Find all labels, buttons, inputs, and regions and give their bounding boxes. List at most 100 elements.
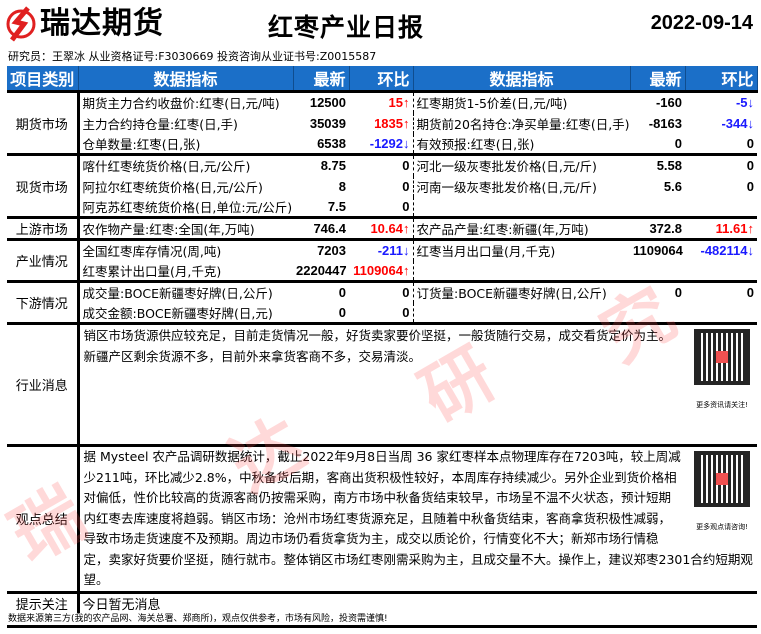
category-cell: 产业情况 — [7, 238, 80, 282]
change-value: 0 — [685, 153, 757, 176]
indicator-name — [413, 197, 630, 218]
news-cell: 更多资讯请关注! 销区市场货源供应较充足，目前走货情况一般，好货卖家要价坚挺，一… — [78, 322, 757, 446]
change-value: 1109064↑ — [349, 260, 414, 282]
col-change-2: 环比 — [685, 66, 758, 92]
latest-value: 1109064 — [630, 238, 685, 261]
latest-value: 12500 — [293, 90, 349, 113]
divider — [7, 625, 757, 628]
latest-value: 372.8 — [630, 216, 685, 240]
latest-value: 0 — [293, 280, 349, 303]
latest-value: 5.58 — [630, 153, 685, 176]
change-value: 10.64↑ — [349, 216, 414, 240]
latest-value: 0 — [630, 280, 685, 303]
indicator-name — [413, 261, 630, 282]
latest-value: 7.5 — [327, 198, 346, 214]
indicator-name: 红枣累计出口量(月,千克) — [82, 263, 222, 279]
latest-value: 5.6 — [663, 178, 682, 194]
indicator-name: 期货前20名持仓:净买单量:红枣(日,手) — [416, 116, 630, 132]
change-value: -482114↓ — [685, 238, 757, 261]
change-value: 0 — [349, 280, 414, 303]
indicator-name: 农作物产量:红枣:全国(年,万吨) — [78, 216, 293, 240]
table-row: 上游市场 农作物产量:红枣:全国(年,万吨) 746.4 10.64↑ 农产品产量:红枣… — [7, 216, 757, 240]
qr-code-icon — [694, 329, 750, 385]
data-table: 项目类别 数据指标 最新 环比 数据指标 最新 环比 期货市场 期货主力合约收盘价… — [7, 66, 758, 613]
change-value: 0 — [349, 302, 414, 324]
category-cell: 现货市场 — [7, 153, 80, 218]
qr-caption: 更多资讯请关注! — [696, 401, 748, 409]
latest-value: 7203 — [293, 238, 349, 261]
latest-value: 8 — [338, 178, 346, 194]
tips-row: 提示关注 今日暂无消息 — [7, 590, 757, 613]
report-title: 红枣产业日报 — [268, 13, 425, 42]
indicator-name: 阿拉尔红枣统货价格(日,元/公斤) — [82, 179, 263, 195]
category-cell: 观点总结 — [7, 444, 80, 592]
change-value: 0 — [349, 175, 414, 197]
indicator-name: 仓单数量:红枣(日,张) — [82, 136, 201, 152]
latest-value: -160 — [630, 90, 685, 113]
tips-text: 今日暂无消息 — [78, 590, 757, 613]
change-value: -211↓ — [349, 238, 414, 261]
latest-value — [630, 303, 685, 324]
col-latest: 最新 — [293, 66, 350, 92]
category-cell: 行业消息 — [7, 322, 80, 446]
latest-value: 746.4 — [293, 216, 349, 240]
indicator-name: 全国红枣库存情况(周,吨) — [78, 238, 293, 261]
col-indicator: 数据指标 — [78, 66, 294, 92]
logo-text: 瑞达期货 — [40, 6, 164, 41]
latest-value: 35039 — [309, 115, 346, 131]
change-value — [685, 261, 757, 282]
table-row: 红枣累计出口量(月,千克) 2220447 1109064↑ — [7, 260, 757, 282]
indicator-name: 红枣期货1-5价差(日,元/吨) — [413, 90, 630, 113]
qr-caption: 更多观点请咨询! — [696, 523, 748, 531]
change-value: 0 — [349, 153, 414, 176]
col-change: 环比 — [349, 66, 414, 92]
indicator-name: 红枣当月出口量(月,千克) — [413, 238, 630, 261]
change-value: -1292↓ — [349, 133, 414, 155]
indicator-name: 订货量:BOCE新疆枣好牌(日,公斤) — [413, 280, 630, 303]
table-row: 下游情况 成交量:BOCE新疆枣好牌(日,公斤) 0 0 订货量:BOCE新疆枣好牌(日… — [7, 280, 757, 324]
change-value: 0 — [746, 135, 754, 151]
table-row: 阿拉尔红枣统货价格(日,元/公斤) 8 0 河南一级灰枣批发价格(日,元/斤) 5.6 0 — [7, 175, 757, 197]
indicator-name — [413, 303, 630, 324]
indicator-name: 成交金额:BOCE新疆枣好牌(日,元) — [82, 305, 273, 321]
category-cell: 上游市场 — [7, 216, 80, 240]
change-value: 11.61↑ — [685, 216, 757, 240]
change-value: 1835↑ — [349, 112, 414, 134]
latest-value: 2220447 — [296, 262, 347, 278]
change-value: 15↑ — [349, 90, 414, 113]
table-row: 阿克苏红枣统货价格(日,单位:元/公斤) 7.5 0 — [7, 196, 757, 218]
qr-code-icon — [694, 451, 750, 507]
latest-value: 0 — [674, 135, 682, 151]
change-value: 0 — [349, 196, 414, 218]
news-row: 行业消息 更多资讯请关注! 销区市场货源供应较充足，目前走货情况一般，好货卖家要… — [7, 322, 757, 446]
news-text: 销区市场货源供应较充足，目前走货情况一般，好货卖家要价坚挺，一般货随行交易，成交… — [83, 328, 672, 364]
latest-value: 0 — [338, 304, 346, 320]
table-row: 期货市场 期货主力合约收盘价:红枣(日,元/吨) 12500 15↑ 红枣期货1-5价差… — [7, 90, 757, 155]
report-date: 2022-09-14 — [650, 12, 753, 34]
qr-code-view: 更多观点请咨询! — [691, 451, 753, 538]
table-row: 产业情况 全国红枣库存情况(周,吨) 7203 -211↓ 红枣当月出口量(月,千克) 1… — [7, 238, 757, 282]
indicator-name: 农产品产量:红枣:新疆(年,万吨) — [413, 216, 630, 240]
view-cell: 更多观点请咨询! 据 Mysteel 农产品调研数据统计，截止2022年9月8日… — [78, 444, 757, 592]
indicator-name: 期货主力合约收盘价:红枣(日,元/吨) — [78, 90, 293, 113]
col-latest-2: 最新 — [630, 66, 686, 92]
indicator-name: 主力合约持仓量:红枣(日,手) — [82, 116, 238, 132]
table-row: 仓单数量:红枣(日,张) 6538 -1292↓ 有效预报:红枣(日,张) 0 0 — [7, 133, 757, 155]
view-text: 据 Mysteel 农产品调研数据统计，截止2022年9月8日当周 36 家红枣… — [83, 449, 753, 587]
latest-value: 8.75 — [293, 153, 349, 176]
table-row: 成交金额:BOCE新疆枣好牌(日,元) 0 0 — [7, 302, 757, 324]
latest-value: -8163 — [648, 115, 682, 131]
category-cell: 下游情况 — [7, 280, 80, 324]
table-header: 项目类别 数据指标 最新 环比 数据指标 最新 环比 — [7, 66, 758, 92]
indicator-name: 成交量:BOCE新疆枣好牌(日,公斤) — [78, 280, 293, 303]
category-cell: 提示关注 — [7, 590, 80, 613]
indicator-name: 有效预报:红枣(日,张) — [416, 136, 535, 152]
indicator-name: 河南一级灰枣批发价格(日,元/斤) — [416, 179, 597, 195]
indicator-name: 阿克苏红枣统货价格(日,单位:元/公斤) — [82, 199, 293, 215]
company-logo: 瑞达期货 — [6, 4, 164, 44]
author-line: 研究员：王翠冰 从业资格证号:F3030669 投资咨询从业证书号:Z00155… — [8, 50, 377, 63]
qr-code-news: 更多资讯请关注! — [691, 329, 753, 416]
latest-value — [630, 261, 685, 282]
indicator-name: 喀什红枣统货价格(日,元/公斤) — [78, 153, 293, 176]
footer-disclaimer: 数据来源第三方(我的农产品网、海关总署、郑商所)，观点仅供参考，市场有风险，投资… — [8, 614, 388, 624]
